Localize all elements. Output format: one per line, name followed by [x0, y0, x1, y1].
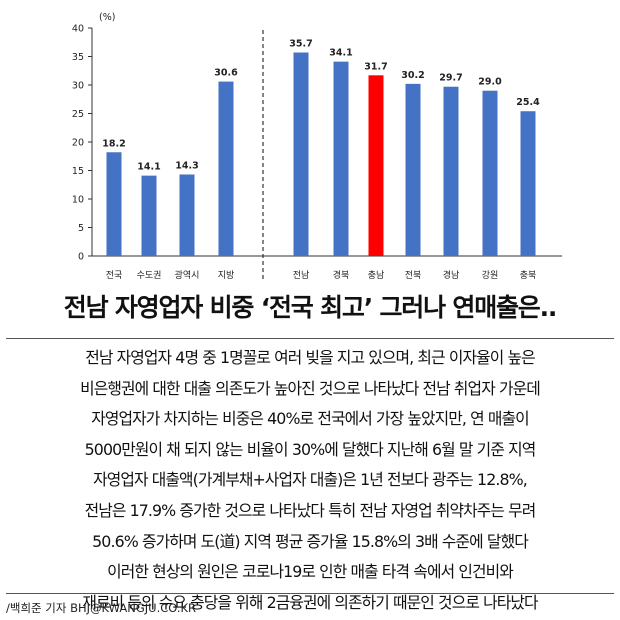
y-tick-label: 0: [78, 252, 84, 263]
y-tick-label: 30: [72, 81, 84, 92]
article-body: 전남 자영업자 4명 중 1명꼴로 여러 빚을 지고 있으며, 최근 이자율이 …: [6, 338, 614, 612]
category-label: 전남: [293, 270, 310, 281]
y-tick-label: 5: [78, 223, 84, 234]
bars: [106, 52, 536, 257]
bar: [368, 75, 384, 256]
category-label: 충북: [520, 270, 537, 281]
y-tick-label: 25: [72, 109, 84, 120]
y-tick-label: 35: [72, 52, 84, 63]
bar-chart: 0 5 10 15 20 25 30 35 40 (%) 18.2 14.1 14.3 30.6 35.7…: [0, 0, 620, 290]
y-tick-label: 40: [72, 24, 84, 35]
bar: [520, 111, 536, 256]
chart-svg: 0 5 10 15 20 25 30 35 40 (%) 18.2 14.1 14.3 30.6 35.7…: [72, 12, 562, 282]
category-label: 전북: [405, 270, 422, 281]
category-label: 전국: [106, 270, 123, 281]
reporter-credit: /백희준 기자 BHJ@KWANGJU.CO.KR: [6, 601, 197, 615]
category-label: 수도권: [137, 269, 162, 281]
category-label: 경남: [443, 269, 460, 281]
value-label: 25.4: [516, 97, 540, 108]
body-line: 전남 자영업자 4명 중 1명꼴로 여러 빚을 지고 있으며, 최근 이자율이 …: [85, 348, 535, 367]
category-label: 지방: [218, 270, 235, 281]
y-unit-label: (%): [99, 12, 115, 23]
value-label: 30.6: [214, 68, 238, 79]
value-label: 35.7: [289, 39, 312, 50]
bar: [218, 81, 234, 256]
value-label: 14.3: [175, 160, 198, 171]
y-tick-label: 10: [72, 195, 84, 206]
bar: [106, 152, 122, 256]
bar: [443, 86, 459, 257]
body-line: 비은행권에 대한 대출 의존도가 높아진 것으로 나타났다 전남 취업자 가운데: [80, 378, 541, 398]
y-tick-label: 15: [72, 166, 84, 177]
category-label: 충남: [368, 270, 385, 281]
category-labels: 전국 수도권 광역시 지방 전남 경북 충남 전북 경남 강원 충북: [106, 269, 537, 281]
bar: [405, 83, 421, 256]
value-labels: 18.2 14.1 14.3 30.6 35.7 34.1 31.7 30.2 29.7 29.0…: [102, 39, 540, 173]
bar: [179, 174, 195, 256]
headline: 전남 자영업자 비중 ‘전국 최고’ 그러나 연매출은..: [63, 293, 558, 322]
value-label: 34.1: [329, 48, 352, 59]
bar: [293, 52, 309, 257]
body-line: 5000만원이 채 되지 않는 비율이 30%에 달했다 지난해 6월 말 기준…: [84, 439, 537, 459]
bar: [141, 175, 157, 256]
body-line: 50.6% 증가하며 도(道) 지역 평균 증가율 15.8%의 3배 수준에 …: [92, 531, 529, 551]
body-line: 재료비 등의 수요 충당을 위해 2금융권에 의존하기 때문인 것으로 나타났다: [82, 592, 538, 612]
value-label: 29.7: [439, 73, 462, 84]
y-tick-label: 20: [72, 138, 84, 149]
value-label: 30.2: [401, 70, 424, 81]
category-label: 강원: [482, 270, 499, 281]
body-line: 자영업자가 차지하는 비중은 40%로 전국에서 가장 높았지만, 연 매출이: [91, 409, 530, 429]
category-label: 경북: [333, 269, 350, 281]
body-line: 전남은 17.9% 증가한 것으로 나타났다 특히 전남 자영업 취약차주는 무…: [84, 500, 537, 520]
value-label: 29.0: [478, 77, 502, 88]
value-label: 14.1: [137, 162, 160, 173]
bar: [333, 61, 349, 256]
bar: [482, 90, 498, 256]
category-label: 광역시: [175, 269, 200, 281]
body-line: 자영업자 대출액(가계부채+사업자 대출)은 1년 전보다 광주는 12.8%,: [93, 470, 528, 490]
body-line: 이러한 현상의 원인은 코로나19로 인한 매출 타격 속에서 인건비와: [107, 562, 514, 582]
value-label: 18.2: [102, 138, 125, 149]
value-label: 31.7: [364, 61, 387, 72]
